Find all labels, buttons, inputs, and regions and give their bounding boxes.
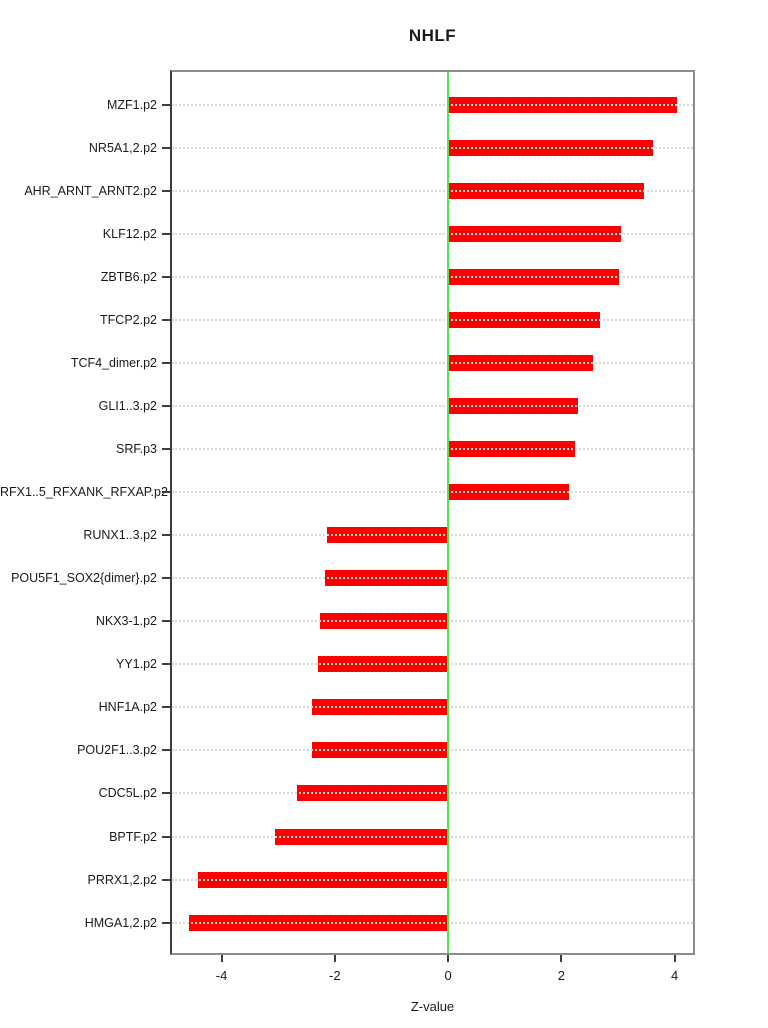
y-axis-tick	[162, 620, 170, 623]
y-axis-label: SRF.p3	[116, 441, 157, 456]
gridline	[172, 361, 693, 364]
y-axis-tick	[162, 189, 170, 192]
gridline	[172, 663, 693, 666]
x-axis-tick-label: -4	[215, 968, 228, 983]
x-axis-tick	[560, 955, 563, 962]
x-axis-tick	[447, 955, 450, 962]
gridline	[172, 232, 693, 235]
chart-title: NHLF	[408, 26, 457, 45]
gridline	[172, 706, 693, 709]
y-axis-label: MZF1.p2	[106, 97, 157, 112]
y-axis-tick	[162, 663, 170, 666]
x-axis-tick-label: -2	[329, 968, 341, 983]
y-axis-tick	[162, 792, 170, 795]
y-axis-tick	[162, 749, 170, 752]
y-axis-label: TCF4_dimer.p2	[70, 355, 157, 370]
gridline	[172, 792, 693, 795]
y-axis-tick	[162, 706, 170, 709]
y-axis-tick	[162, 577, 170, 580]
gridline	[172, 404, 693, 407]
gridline	[172, 103, 693, 106]
y-axis-label: RFX1..5_RFXANK_RFXAP.p2	[0, 485, 168, 500]
y-axis-tick	[162, 534, 170, 537]
y-axis-label: RUNX1..3.p2	[83, 528, 157, 543]
y-axis-label: POU5F1_SOX2{dimer}.p2	[11, 571, 157, 586]
plot-area-frame	[170, 70, 695, 955]
gridline	[172, 534, 693, 537]
y-axis-label: POU2F1..3.p2	[77, 743, 157, 758]
gridline	[172, 749, 693, 752]
gridline	[172, 620, 693, 623]
x-axis-tick-label: 2	[557, 968, 565, 983]
y-axis-tick	[162, 318, 170, 321]
y-axis-label: NKX3-1.p2	[95, 614, 157, 629]
gridline	[172, 275, 693, 278]
y-axis-label: GLI1..3.p2	[98, 398, 157, 413]
gridline	[172, 491, 693, 494]
y-axis-tick	[162, 878, 170, 881]
y-axis-label: BPTF.p2	[109, 829, 157, 844]
y-axis-label: CDC5L.p2	[98, 786, 157, 801]
x-axis-tick-label: 4	[670, 968, 679, 983]
zero-reference-line	[447, 71, 450, 954]
x-axis-tick	[220, 955, 223, 962]
gridline	[172, 921, 693, 924]
gridline	[172, 447, 693, 450]
y-axis-tick	[162, 361, 170, 364]
x-axis-tick	[333, 955, 336, 962]
y-axis-label: NR5A1,2.p2	[88, 140, 157, 155]
y-axis-tick	[162, 275, 170, 278]
y-axis-tick	[162, 447, 170, 450]
x-axis-tick-label: 0	[444, 968, 452, 983]
y-axis-tick	[162, 921, 170, 924]
y-axis-label: KLF12.p2	[102, 226, 157, 241]
x-axis-title: Z-value	[410, 999, 455, 1014]
gridline	[172, 189, 693, 192]
gridline	[172, 146, 693, 149]
x-axis-tick	[673, 955, 676, 962]
y-axis-label: PRRX1,2.p2	[87, 872, 157, 887]
gridline	[172, 318, 693, 321]
y-axis-label: TFCP2.p2	[100, 312, 157, 327]
y-axis-tick	[162, 491, 170, 494]
y-axis-tick	[162, 404, 170, 407]
y-axis-tick	[162, 232, 170, 235]
y-axis-label: AHR_ARNT_ARNT2.p2	[24, 183, 157, 198]
gridline	[172, 878, 693, 881]
y-axis-label: HNF1A.p2	[98, 700, 157, 715]
gridline	[172, 835, 693, 838]
y-axis-label: HMGA1,2.p2	[84, 915, 157, 930]
y-axis-tick	[162, 103, 170, 106]
y-axis-tick	[162, 146, 170, 149]
y-axis-label: YY1.p2	[115, 657, 157, 672]
y-axis-tick	[162, 835, 170, 838]
gridline	[172, 577, 693, 580]
y-axis-label: ZBTB6.p2	[100, 269, 157, 284]
